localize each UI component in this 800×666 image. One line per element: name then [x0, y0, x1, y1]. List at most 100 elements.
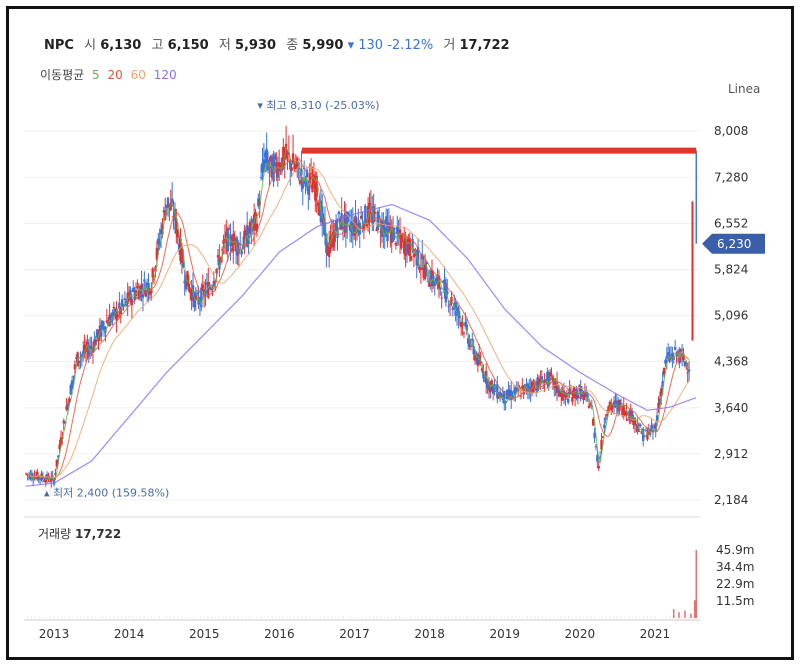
candle-body — [249, 222, 251, 234]
price-tick-label: 8,008 — [714, 124, 748, 138]
volume-panel-label: 거래량 17,722 — [38, 527, 121, 541]
candle-body — [420, 268, 422, 270]
high-annotation: ▾ 최고 8,310 (-25.03%) — [257, 99, 379, 112]
volume-tick-label: 45.9m — [716, 543, 754, 557]
candle-body — [121, 299, 123, 306]
candle-body — [106, 320, 108, 322]
price-tick-label: 5,824 — [714, 262, 748, 276]
candle-body — [427, 281, 429, 282]
candle-body — [346, 212, 348, 225]
x-tick-label: 2015 — [189, 627, 220, 641]
candle-body — [674, 347, 676, 350]
candle-body — [124, 298, 126, 300]
candle-body — [441, 297, 443, 298]
candle-body — [290, 167, 292, 171]
candle-body — [571, 397, 573, 402]
candle-body — [447, 306, 449, 307]
candle-body — [449, 304, 451, 305]
candle-body — [274, 154, 276, 159]
candle-body — [202, 285, 204, 288]
candle-body — [410, 256, 412, 260]
candle-body — [395, 243, 397, 246]
candle-body — [409, 239, 411, 256]
candle-body — [142, 294, 144, 297]
price-tick-label: 6,552 — [714, 216, 748, 230]
candle-body — [217, 255, 219, 258]
candle-body — [664, 360, 666, 364]
candle-body — [645, 430, 647, 431]
candle-body — [452, 307, 454, 310]
candle-body — [140, 284, 142, 289]
price-tick-label: 2,912 — [714, 447, 748, 461]
candle-body — [561, 394, 563, 400]
candle-body — [638, 431, 640, 432]
candle-body — [240, 250, 242, 254]
candle-body — [338, 212, 340, 215]
candle-body — [581, 390, 583, 391]
ma60-line — [26, 165, 689, 478]
candle-body — [81, 355, 83, 357]
candle-body — [603, 425, 605, 428]
current-price-label: 6,230 — [717, 237, 751, 251]
x-tick-label: 2018 — [414, 627, 445, 641]
volume-tick-label: 34.4m — [716, 560, 754, 574]
candle-body — [299, 180, 301, 183]
candle-body — [688, 369, 690, 371]
low-annotation: ▴ 최저 2,400 (159.58%) — [44, 486, 169, 499]
candle-body — [277, 171, 279, 178]
candle-body — [393, 228, 395, 229]
candle-body — [286, 152, 288, 153]
candle-body — [364, 206, 366, 223]
candle-body — [101, 321, 103, 327]
candle-body — [400, 237, 402, 248]
candle-body — [360, 216, 362, 219]
candle-body — [143, 279, 145, 281]
candle-body — [567, 399, 569, 403]
price-tick-label: 2,184 — [714, 493, 748, 507]
price-tick-label: 4,368 — [714, 355, 748, 369]
candle-body — [577, 395, 579, 398]
candle-body — [424, 264, 426, 279]
x-tick-label: 2016 — [264, 627, 295, 641]
candle-body — [113, 307, 115, 308]
candle-body — [520, 396, 522, 397]
candle-body — [196, 293, 198, 295]
candle-body — [374, 212, 376, 214]
x-tick-label: 2021 — [640, 627, 671, 641]
candle-body — [307, 186, 309, 195]
ma5-line — [26, 148, 689, 480]
x-tick-label: 2019 — [489, 627, 520, 641]
candle-body — [310, 173, 312, 174]
candle-body — [666, 356, 668, 359]
candle-body — [72, 376, 74, 377]
candle-body — [471, 339, 473, 340]
candle-body — [604, 418, 606, 420]
candle-body — [317, 202, 319, 206]
candle-body — [260, 177, 262, 178]
price-tick-label: 3,640 — [714, 401, 748, 415]
candle-body — [118, 303, 120, 309]
volume-tick-label: 11.5m — [716, 594, 754, 608]
candle-body — [378, 215, 380, 218]
candle-body — [377, 211, 379, 230]
candle-body — [542, 388, 544, 389]
x-tick-label: 2017 — [339, 627, 370, 641]
volume-panel-value: 17,722 — [75, 527, 121, 541]
candle-body — [639, 424, 641, 425]
candle-body — [439, 288, 441, 290]
candle-body — [667, 352, 669, 356]
candle-body — [686, 372, 688, 373]
x-tick-label: 2020 — [565, 627, 596, 641]
candle-body — [598, 466, 600, 468]
candle-body — [78, 361, 80, 363]
candle-body — [171, 199, 173, 203]
candle-body — [136, 286, 138, 288]
candle-body — [650, 425, 652, 428]
x-tick-label: 2014 — [114, 627, 145, 641]
candle-body — [132, 288, 134, 292]
candle-body — [680, 349, 682, 352]
candle-body — [117, 315, 119, 316]
price-tick-label: 7,280 — [714, 170, 748, 184]
candle-body — [152, 269, 154, 278]
